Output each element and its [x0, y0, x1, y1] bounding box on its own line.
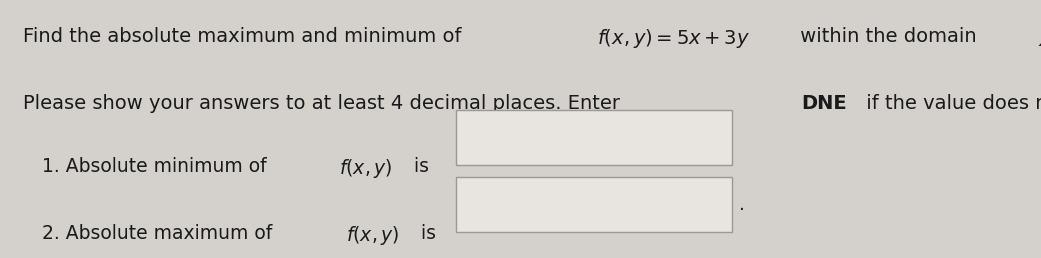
- Text: 1. Absolute minimum of: 1. Absolute minimum of: [42, 157, 273, 176]
- Text: within the domain: within the domain: [794, 27, 984, 46]
- FancyBboxPatch shape: [456, 110, 732, 165]
- Text: is: is: [415, 224, 436, 244]
- Text: if the value does not exist.: if the value does not exist.: [860, 94, 1041, 113]
- Text: is: is: [408, 157, 429, 176]
- Text: DNE: DNE: [802, 94, 847, 113]
- Text: 2. Absolute maximum of: 2. Absolute maximum of: [42, 224, 278, 244]
- Text: $x^2 + y^2 \leq 1.$: $x^2 + y^2 \leq 1.$: [1038, 27, 1041, 53]
- Text: $f(x, y)$: $f(x, y)$: [347, 224, 400, 247]
- Text: $f(x, y) = 5x + 3y$: $f(x, y) = 5x + 3y$: [596, 27, 750, 50]
- Text: $f(x, y)$: $f(x, y)$: [339, 157, 392, 180]
- Text: .: .: [739, 195, 745, 214]
- Text: Please show your answers to at least 4 decimal places. Enter: Please show your answers to at least 4 d…: [23, 94, 626, 113]
- FancyBboxPatch shape: [456, 177, 732, 232]
- Text: Find the absolute maximum and minimum of: Find the absolute maximum and minimum of: [23, 27, 467, 46]
